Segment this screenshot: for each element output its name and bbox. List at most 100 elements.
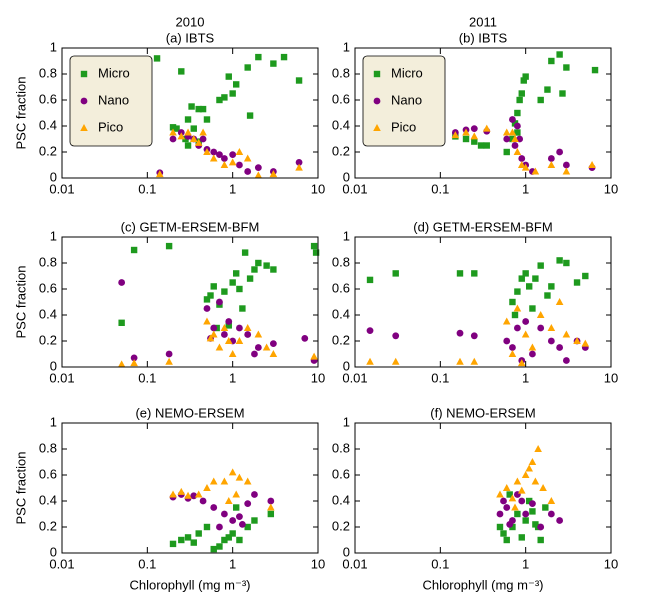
point [244,523,251,531]
x-tick-label: 0.01 [49,181,74,196]
point [534,445,542,452]
point [262,343,271,351]
point [547,324,556,331]
point [199,135,207,143]
point [456,357,464,365]
legend-marker [80,124,88,131]
point [251,266,258,273]
point [366,357,374,365]
point [225,73,232,80]
point [537,523,545,531]
point [529,500,536,507]
point [516,96,523,104]
point [563,259,570,267]
point [470,332,478,340]
legend-marker [373,97,381,105]
point [525,464,533,472]
point [522,318,530,325]
point [216,543,223,550]
point [232,270,240,277]
point [235,473,244,481]
point [210,504,218,511]
point [544,86,551,93]
point [209,154,218,162]
legend-box [362,55,446,147]
point [582,272,589,280]
point [518,275,525,282]
point [503,135,511,143]
legend-label: Pico [391,119,416,134]
point [511,120,519,127]
point [224,497,233,504]
x-tick-label: 1 [522,181,529,196]
column-heading: 2010 [176,14,205,29]
x-tick-label: 0.01 [342,556,367,571]
point [267,497,275,505]
x-tick-label: 0.1 [138,370,156,385]
point [228,158,237,166]
y-axis-label: PSC fraction [13,266,28,339]
point [556,517,564,524]
y-tick-label: 0.8 [332,440,350,455]
point [241,249,249,256]
axes-frame [61,422,319,554]
point [224,337,233,344]
x-tick-label: 1 [229,370,236,385]
point [559,90,566,97]
point [581,339,590,347]
point [194,138,203,146]
point [522,517,529,524]
point [513,122,521,130]
point [528,343,537,351]
legend-marker [373,124,381,131]
panel-title: (f) NEMO-ERSEM [430,405,535,420]
point [509,298,516,306]
x-tick-label: 0.1 [138,181,156,196]
point [470,357,479,365]
point [562,161,570,169]
y-tick-label: 0.2 [39,332,57,347]
point [153,55,161,62]
panel-title: (e) NEMO-ERSEM [135,405,244,420]
y-tick-label: 0.6 [332,466,350,481]
y-tick-label: 0.8 [39,254,57,269]
point [165,350,173,358]
x-tick-label: 0.1 [431,556,449,571]
point [246,275,254,282]
axes-frame [354,422,612,554]
x-tick-label: 1 [229,181,236,196]
point [236,536,243,544]
panel-title: (b) IBTS [459,30,508,45]
point [513,324,521,332]
point [511,142,519,149]
x-tick-label: 10 [604,181,618,196]
point [244,168,252,175]
point [517,161,526,168]
x-tick-label: 0.01 [342,370,367,385]
point [518,497,526,505]
point [529,350,536,358]
point [255,53,262,61]
point [232,81,240,88]
point [195,530,202,537]
plot-area [62,423,318,553]
point [392,270,399,277]
point [195,105,202,113]
point [539,484,547,491]
point [246,112,254,119]
point [184,142,192,149]
point [517,486,526,494]
axes-frame [61,47,319,179]
point [199,105,207,113]
x-tick-label: 10 [311,181,325,196]
point [254,171,263,179]
point [243,477,252,485]
point [130,359,138,367]
point [511,135,519,142]
x-tick-label: 1 [522,370,529,385]
point [244,64,251,71]
point [521,163,530,171]
point [513,477,522,485]
y-tick-label: 0.4 [332,492,350,507]
point [537,324,545,332]
